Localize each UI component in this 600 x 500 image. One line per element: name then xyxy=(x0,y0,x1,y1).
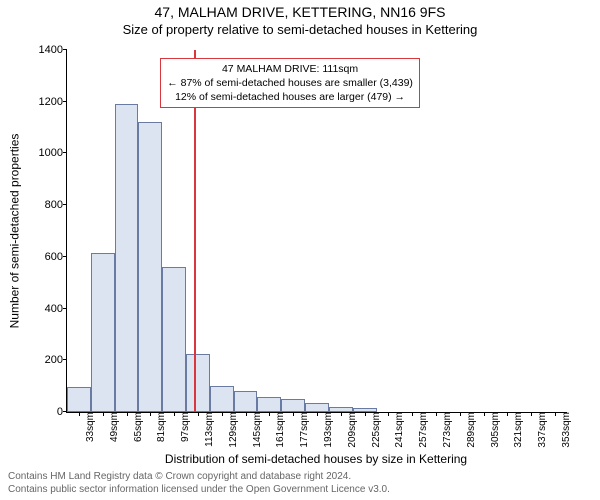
credits-text: Contains HM Land Registry data © Crown c… xyxy=(8,471,390,496)
x-tick-label: 273sqm xyxy=(440,412,453,448)
page-title: 47, MALHAM DRIVE, KETTERING, NN16 9FS xyxy=(0,4,600,20)
histogram-bar xyxy=(234,391,258,412)
histogram-bar xyxy=(67,387,91,412)
x-tick-mark xyxy=(460,412,461,416)
histogram-bar xyxy=(305,403,329,412)
y-tick-label: 200 xyxy=(45,354,67,366)
x-tick-label: 241sqm xyxy=(392,412,405,448)
x-tick-label: 177sqm xyxy=(297,412,310,448)
histogram-bar xyxy=(281,399,305,412)
x-tick-mark xyxy=(531,412,532,416)
x-tick-label: 113sqm xyxy=(202,412,215,447)
x-tick-label: 337sqm xyxy=(535,412,548,448)
y-tick-label: 1200 xyxy=(39,96,67,108)
histogram-bar xyxy=(138,122,162,412)
y-tick-label: 0 xyxy=(57,406,67,418)
x-tick-label: 49sqm xyxy=(107,412,120,442)
y-tick-mark xyxy=(63,308,67,309)
histogram-bar xyxy=(257,397,281,413)
x-tick-mark xyxy=(269,412,270,416)
x-tick-mark xyxy=(484,412,485,416)
y-tick-mark xyxy=(63,359,67,360)
x-tick-label: 353sqm xyxy=(559,412,572,448)
x-tick-mark xyxy=(412,412,413,416)
x-tick-mark xyxy=(365,412,366,416)
x-tick-mark xyxy=(246,412,247,416)
y-tick-mark xyxy=(63,101,67,102)
x-tick-mark xyxy=(103,412,104,416)
x-tick-label: 33sqm xyxy=(83,412,96,442)
histogram-plot: 020040060080010001200140033sqm49sqm65sqm… xyxy=(66,50,567,413)
x-tick-label: 209sqm xyxy=(345,412,358,448)
y-tick-mark xyxy=(63,152,67,153)
x-tick-label: 289sqm xyxy=(464,412,477,448)
x-tick-label: 65sqm xyxy=(131,412,144,442)
x-tick-mark xyxy=(436,412,437,416)
x-tick-mark xyxy=(507,412,508,416)
x-tick-label: 97sqm xyxy=(178,412,191,442)
x-tick-mark xyxy=(222,412,223,416)
x-tick-mark xyxy=(341,412,342,416)
x-tick-label: 321sqm xyxy=(511,412,524,448)
y-tick-label: 1000 xyxy=(39,147,67,159)
x-tick-mark xyxy=(317,412,318,416)
x-tick-label: 145sqm xyxy=(250,412,263,448)
x-tick-label: 257sqm xyxy=(416,412,429,448)
y-tick-mark xyxy=(63,256,67,257)
annotation-box: 47 MALHAM DRIVE: 111sqm← 87% of semi-det… xyxy=(160,58,420,109)
x-tick-label: 129sqm xyxy=(226,412,239,448)
histogram-bar xyxy=(329,407,353,412)
y-tick-label: 600 xyxy=(45,251,67,263)
y-tick-label: 400 xyxy=(45,303,67,315)
x-tick-label: 81sqm xyxy=(154,412,167,442)
x-tick-mark xyxy=(127,412,128,416)
x-tick-mark xyxy=(198,412,199,416)
histogram-bar xyxy=(115,104,139,412)
x-tick-mark xyxy=(388,412,389,416)
y-tick-label: 1400 xyxy=(39,44,67,56)
x-tick-label: 305sqm xyxy=(488,412,501,448)
histogram-bar xyxy=(91,253,115,412)
x-tick-label: 193sqm xyxy=(321,412,334,448)
x-tick-mark xyxy=(150,412,151,416)
histogram-bar xyxy=(186,354,210,412)
y-axis-label: Number of semi-detached properties xyxy=(4,50,24,412)
y-tick-mark xyxy=(63,204,67,205)
x-tick-mark xyxy=(174,412,175,416)
y-tick-label: 800 xyxy=(45,199,67,211)
y-tick-mark xyxy=(63,49,67,50)
x-tick-label: 225sqm xyxy=(369,412,382,448)
histogram-bar xyxy=(353,408,377,412)
x-tick-mark xyxy=(555,412,556,416)
x-tick-mark xyxy=(79,412,80,416)
histogram-bar xyxy=(210,386,234,412)
x-tick-label: 161sqm xyxy=(273,412,286,448)
x-tick-mark xyxy=(293,412,294,416)
histogram-bar xyxy=(162,267,186,412)
page-subtitle: Size of property relative to semi-detach… xyxy=(0,22,600,37)
x-axis-label: Distribution of semi-detached houses by … xyxy=(66,452,566,466)
